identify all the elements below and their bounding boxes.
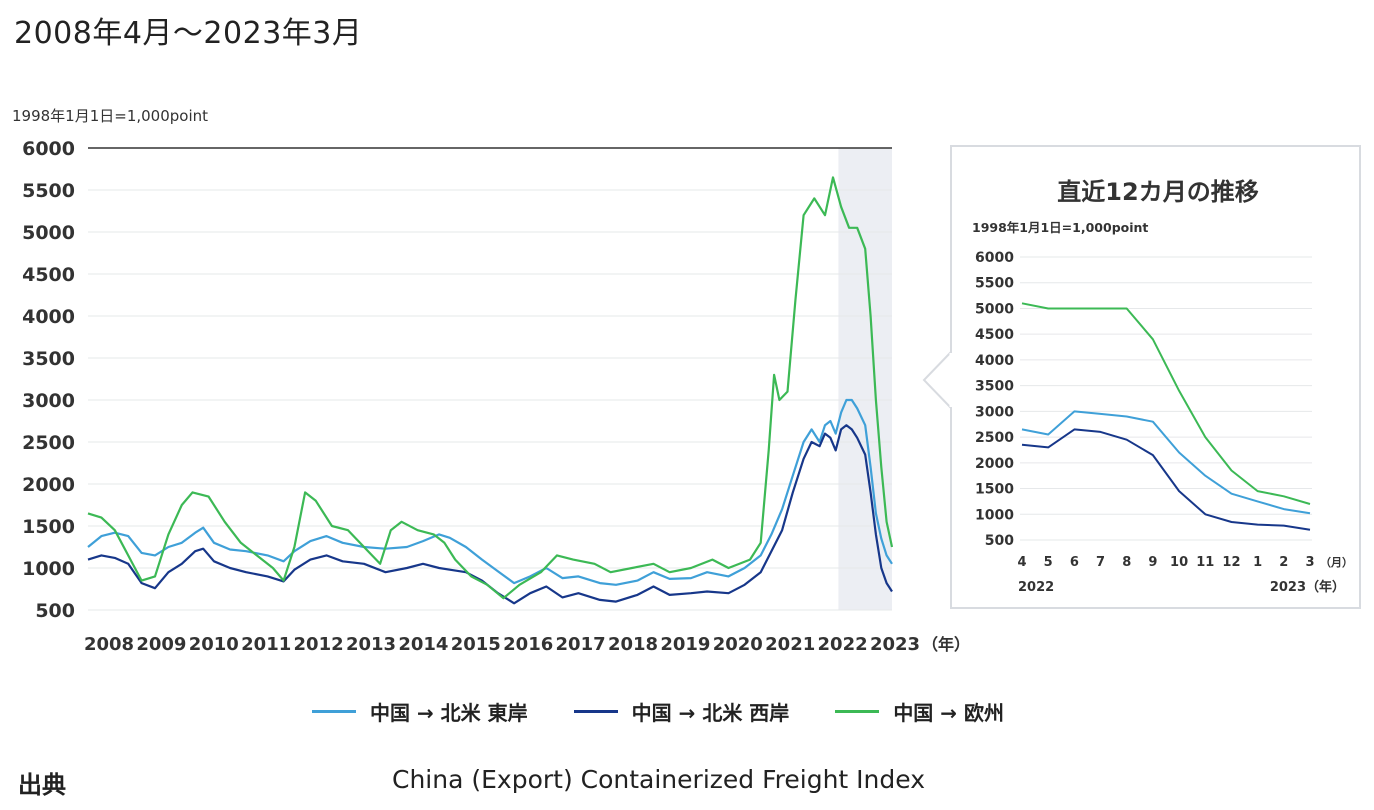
main-y-tick-label: 3000: [22, 390, 75, 412]
main-y-tick-label: 1000: [22, 558, 75, 580]
main-y-tick-label: 5500: [22, 180, 75, 202]
main-y-tick-label: 2500: [22, 432, 75, 454]
main-x-tick-label: 2008: [84, 634, 134, 655]
legend-label-east: 中国 → 北米 東岸: [370, 701, 528, 725]
legend-swatch-east: [312, 710, 356, 713]
main-y-tick-label: 500: [35, 600, 75, 622]
chart-legend: 中国 → 北米 東岸 中国 → 北米 西岸 中国 → 欧州: [312, 697, 1004, 726]
main-x-unit-label: （年）: [922, 635, 960, 654]
main-y-tick-label: 1500: [22, 516, 75, 538]
legend-item-europe: 中国 → 欧州: [835, 697, 1004, 726]
main-x-tick-label: 2017: [556, 634, 606, 655]
main-x-tick-label: 2009: [136, 634, 186, 655]
main-x-tick-label: 2019: [660, 634, 710, 655]
main-y-tick-label: 5000: [22, 222, 75, 244]
main-y-tick-label: 6000: [22, 138, 75, 160]
main-y-tick-label: 3500: [22, 348, 75, 370]
main-x-tick-label: 2012: [294, 634, 344, 655]
main-y-tick-label: 2000: [22, 474, 75, 496]
main-x-tick-label: 2020: [713, 634, 763, 655]
main-x-tick-label: 2023: [870, 634, 920, 655]
main-x-tick-label: 2015: [451, 634, 501, 655]
legend-swatch-europe: [835, 710, 880, 713]
main-x-tick-label: 2013: [346, 634, 396, 655]
source-label: 出典: [18, 771, 66, 799]
page-title: 2008年4月〜2023年3月: [14, 16, 363, 51]
legend-swatch-west: [573, 710, 618, 713]
main-unit-label: 1998年1月1日=1,000point: [12, 107, 208, 125]
legend-item-west: 中国 → 北米 西岸: [573, 697, 790, 726]
main-x-tick-label: 2021: [765, 634, 815, 655]
main-x-tick-label: 2018: [608, 634, 658, 655]
main-y-tick-label: 4000: [22, 306, 75, 328]
main-series-line-east: [87, 398, 893, 586]
inset-panel: [950, 145, 1361, 609]
main-x-tick-label: 2022: [818, 634, 868, 655]
main-series-line-europe: [87, 176, 894, 600]
legend-label-europe: 中国 → 欧州: [893, 701, 1004, 725]
legend-label-west: 中国 → 北米 西岸: [631, 701, 790, 725]
main-series-line-west: [87, 424, 893, 605]
main-x-tick-label: 2010: [189, 634, 239, 655]
legend-item-east: 中国 → 北米 東岸: [312, 697, 528, 726]
main-x-tick-label: 2014: [398, 634, 448, 655]
highlight-region: [838, 148, 892, 610]
main-freight-chart: 1998年1月1日=1,000point 500 1000 1500 2000 2500 3…: [12, 107, 960, 655]
main-x-tick-label: 2016: [503, 634, 553, 655]
main-y-tick-label: 4500: [22, 264, 75, 286]
source-text: China (Export) Containerized Freight Ind…: [392, 765, 925, 794]
main-x-tick-label: 2011: [241, 634, 291, 655]
